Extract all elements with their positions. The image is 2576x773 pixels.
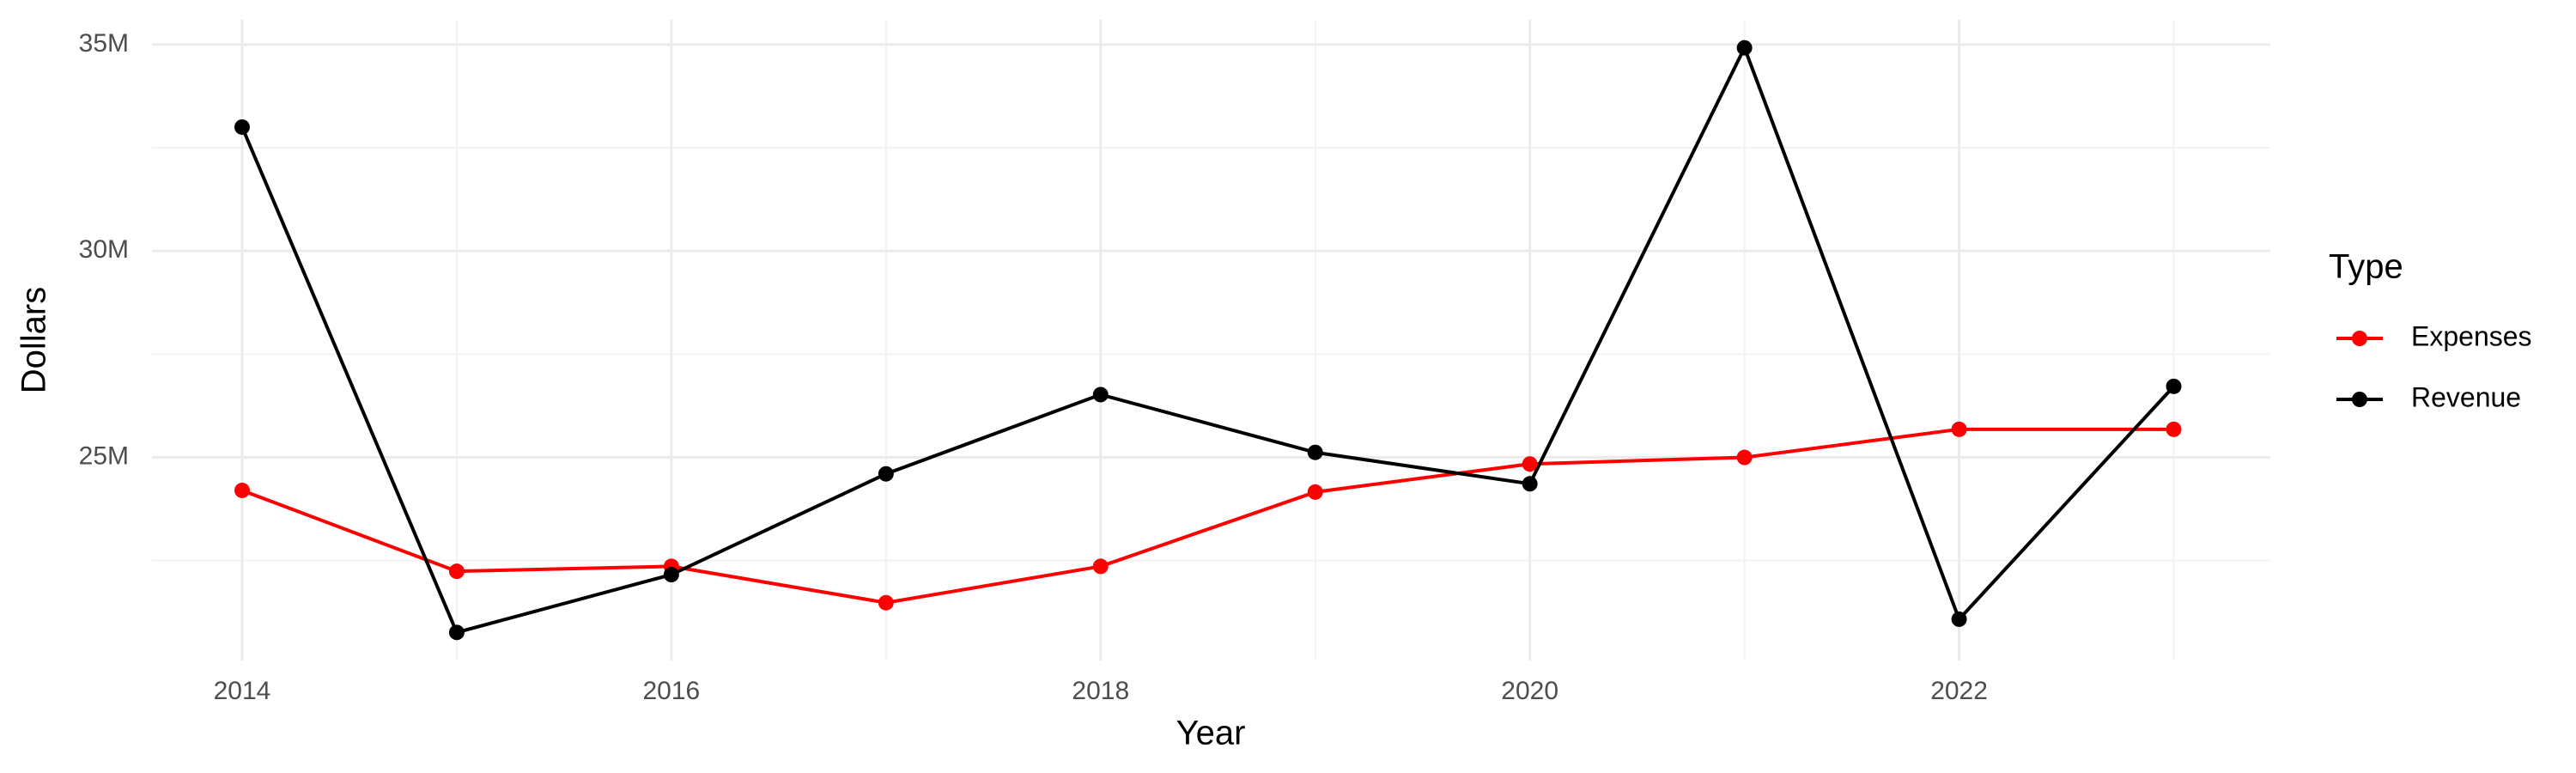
legend-label: Expenses: [2411, 320, 2532, 351]
data-point: [1307, 444, 1323, 460]
plot: [234, 40, 2182, 641]
x-tick-label: 2020: [1501, 677, 1558, 705]
data-point: [1736, 40, 1753, 56]
data-point: [1092, 386, 1109, 403]
legend-marker: [2352, 331, 2367, 346]
data-point: [878, 466, 894, 482]
data-point: [1951, 421, 1967, 437]
x-tick-label: 2016: [643, 677, 701, 705]
data-point: [1522, 456, 1538, 472]
data-point: [1522, 476, 1538, 492]
data-point: [1736, 449, 1753, 466]
data-point: [1951, 611, 1967, 627]
data-point: [2166, 378, 2182, 394]
data-point: [448, 563, 465, 580]
data-point: [2166, 421, 2182, 437]
legend-title: Type: [2329, 248, 2403, 286]
y-tick-label: 25M: [79, 441, 129, 470]
data-point: [448, 624, 465, 641]
data-point: [234, 482, 250, 498]
grid: [152, 20, 2270, 660]
x-tick-label: 2018: [1072, 677, 1129, 705]
y-axis-title: Dollars: [15, 287, 53, 393]
data-point: [663, 567, 679, 583]
y-tick-label: 30M: [79, 235, 129, 264]
data-point: [1092, 558, 1109, 575]
data-point: [878, 594, 894, 611]
legend-marker: [2352, 392, 2367, 407]
series-line: [241, 427, 2174, 605]
y-tick-label: 35M: [79, 29, 129, 58]
x-axis-title: Year: [1176, 715, 1246, 752]
x-tick-label: 2014: [214, 677, 271, 705]
legend-label: Revenue: [2411, 381, 2521, 412]
data-point: [1307, 484, 1323, 500]
data-point: [234, 119, 250, 135]
x-tick-label: 2022: [1930, 677, 1988, 705]
series-line: [240, 43, 2175, 635]
